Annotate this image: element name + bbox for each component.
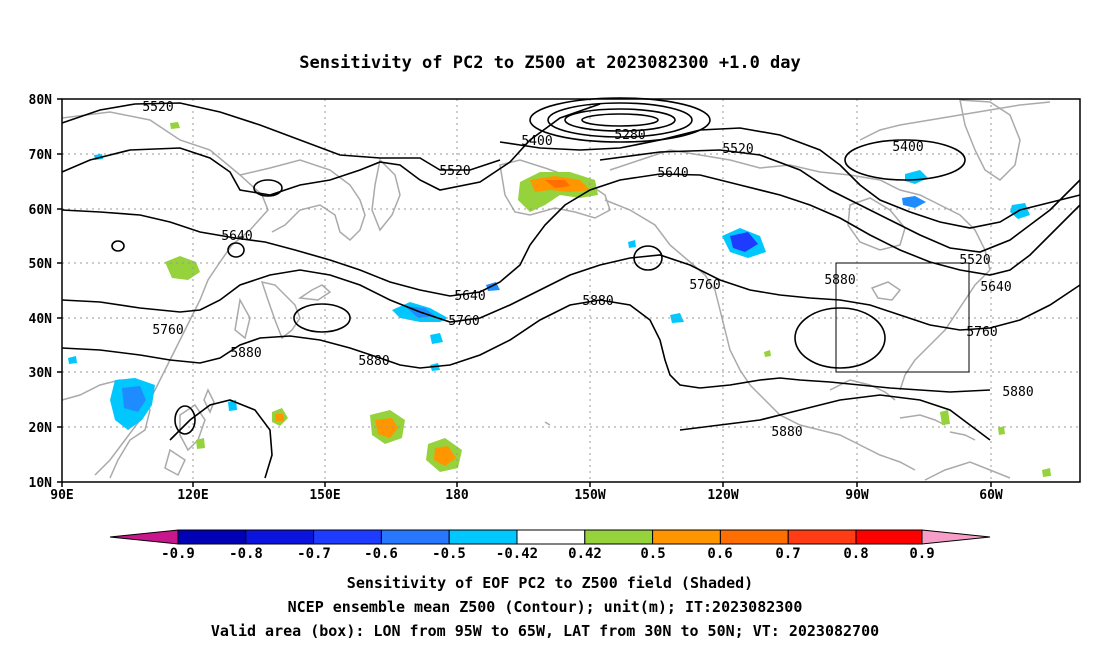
contour-label: 5880: [582, 294, 613, 309]
colorbar-label: 0.8: [843, 546, 868, 562]
footer-line-3: Valid area (box): LON from 95W to 65W, L…: [211, 622, 879, 640]
contour-label: 5520: [439, 164, 470, 179]
lon-label: 150W: [574, 488, 605, 503]
colorbar-label: 0.5: [640, 546, 665, 562]
axis-ticks: [57, 98, 992, 487]
map-panel: 5520 5400 5280 5520 5400 5520 5640 5640 …: [61, 97, 1081, 483]
colorbar-swatch: [719, 529, 789, 545]
colorbar-label: -0.5: [432, 546, 466, 562]
footer-line-2: NCEP ensemble mean Z500 (Contour); unit(…: [288, 598, 803, 616]
colorbar-label: -0.6: [364, 546, 398, 562]
colorbar-label: -0.7: [297, 546, 331, 562]
lon-label: 90W: [845, 488, 869, 503]
contour-label: 5760: [689, 278, 720, 293]
lat-label: 40N: [29, 312, 53, 327]
lon-label: 150E: [309, 488, 340, 503]
lat-label: 30N: [29, 366, 53, 381]
colorbar-label: -0.9: [161, 546, 195, 562]
contour-label: 5520: [959, 253, 990, 268]
colorbar-swatch: [245, 529, 315, 545]
contour-label: 5400: [892, 140, 923, 155]
colorbar-labels: -0.9 -0.8 -0.7 -0.6 -0.5 -0.42 0.42 0.5 …: [161, 546, 935, 562]
colorbar-swatch: [584, 529, 654, 545]
lat-label: 60N: [29, 203, 53, 218]
contour-label: 5640: [454, 289, 485, 304]
lon-label: 180: [445, 488, 469, 503]
lon-labels: 90E 120E 150E 180 150W 120W 90W 60W: [50, 488, 1003, 503]
colorbar-label: 0.7: [775, 546, 800, 562]
lat-label: 10N: [29, 476, 53, 491]
colorbar-swatch: [380, 529, 450, 545]
contour-label: 5880: [358, 354, 389, 369]
colorbar-swatch: [177, 529, 247, 545]
colorbar: [109, 529, 991, 545]
lon-label: 120W: [707, 488, 738, 503]
contour-label: 5880: [771, 425, 802, 440]
contour-label: 5880: [230, 346, 261, 361]
colorbar-swatch: [448, 529, 518, 545]
contour-label: 5880: [1002, 385, 1033, 400]
contour-labels: 5520 5400 5280 5520 5400 5520 5640 5640 …: [142, 100, 1033, 440]
lat-label: 20N: [29, 421, 53, 436]
footer: Sensitivity of EOF PC2 to Z500 field (Sh…: [211, 574, 879, 640]
contour-label: 5640: [221, 229, 252, 244]
colorbar-swatch: [855, 529, 923, 545]
lat-labels: 80N 70N 60N 50N 40N 30N 20N 10N: [29, 93, 53, 491]
lon-label: 90E: [50, 488, 73, 503]
colorbar-label: 0.9: [909, 546, 934, 562]
lat-label: 80N: [29, 93, 53, 108]
contour-label: 5400: [521, 134, 552, 149]
contour-label: 5640: [980, 280, 1011, 295]
lon-label: 120E: [177, 488, 208, 503]
colorbar-swatch: [787, 529, 857, 545]
map-title: Sensitivity of PC2 to Z500 at 2023082300…: [299, 53, 801, 73]
z500-contours: [61, 97, 1081, 479]
colorbar-over-arrow: [921, 529, 991, 545]
colorbar-label: 0.6: [707, 546, 732, 562]
contour-label: 5760: [152, 323, 183, 338]
footer-line-1: Sensitivity of EOF PC2 to Z500 field (Sh…: [347, 574, 753, 592]
contour-label: 5760: [448, 314, 479, 329]
contour-label: 5520: [142, 100, 173, 115]
colorbar-label: -0.8: [229, 546, 263, 562]
lon-label: 60W: [979, 488, 1003, 503]
lat-label: 50N: [29, 257, 53, 272]
contour-label: 5640: [657, 166, 688, 181]
contour-label: 5280: [614, 128, 645, 143]
colorbar-swatch: [652, 529, 721, 545]
colorbar-swatch: [313, 529, 382, 545]
colorbar-swatch: [516, 529, 586, 545]
contour-label: 5760: [966, 325, 997, 340]
colorbar-label: 0.42: [568, 546, 602, 562]
graticule: [62, 99, 1080, 482]
colorbar-label: -0.42: [496, 546, 538, 562]
valid-area-box: [835, 262, 970, 373]
lat-label: 70N: [29, 148, 53, 163]
contour-label: 5520: [722, 142, 753, 157]
colorbar-under-arrow: [109, 529, 179, 545]
contour-label: 5880: [824, 273, 855, 288]
